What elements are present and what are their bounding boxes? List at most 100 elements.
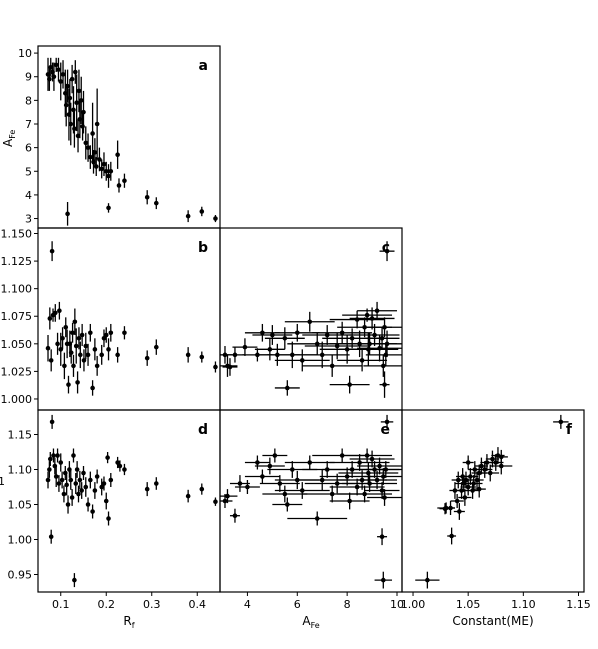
marker (99, 352, 104, 358)
data-point (115, 347, 120, 363)
marker (63, 470, 68, 476)
marker (213, 364, 218, 370)
marker (364, 453, 370, 458)
marker (81, 358, 87, 363)
data-point (144, 482, 150, 497)
data-point (63, 466, 68, 480)
data-point (99, 478, 104, 496)
data-point (49, 241, 55, 262)
data-point (81, 90, 86, 134)
marker (79, 488, 84, 493)
marker (364, 312, 370, 318)
marker (374, 477, 380, 483)
marker (232, 352, 238, 358)
x-tick-label: 0.2 (98, 598, 116, 611)
marker (225, 493, 230, 499)
data-point (274, 482, 330, 499)
panel-c: c (219, 227, 403, 411)
data-point (75, 119, 81, 153)
data-point (47, 452, 53, 466)
marker (383, 467, 389, 472)
data-point (90, 102, 95, 165)
data-point (349, 450, 395, 468)
marker (57, 308, 62, 314)
data-point (64, 474, 69, 496)
left-ylabel-fragment: 1 (0, 475, 5, 488)
panel-e: 4 6 8 10 e AFe (219, 409, 404, 630)
y-tick-label: 1.025 (1, 365, 33, 378)
marker (377, 345, 382, 351)
data-point (103, 161, 109, 181)
marker (347, 498, 352, 504)
x-tick-label: 0.4 (189, 598, 207, 611)
data-point (90, 504, 95, 519)
data-point (254, 338, 285, 361)
marker (314, 341, 320, 347)
marker (90, 131, 95, 136)
marker (307, 460, 313, 465)
data-point (229, 508, 240, 523)
data-point (83, 477, 89, 497)
marker (56, 481, 62, 486)
data-point (92, 482, 98, 499)
data-point (76, 327, 82, 350)
marker (154, 481, 159, 486)
marker (49, 248, 55, 254)
marker (476, 486, 482, 492)
marker (267, 463, 273, 469)
data-point (71, 448, 76, 463)
data-point (88, 145, 93, 169)
data-point (470, 471, 484, 489)
data-point (264, 327, 305, 350)
data-point (75, 371, 80, 394)
data-point (154, 197, 159, 210)
data-point (101, 476, 107, 491)
marker (329, 491, 335, 497)
marker (299, 488, 305, 493)
marker (213, 216, 218, 221)
marker (69, 495, 75, 500)
marker (47, 467, 52, 472)
marker (48, 534, 54, 539)
marker (122, 467, 127, 472)
marker (484, 460, 490, 465)
y-tick-label: 1.150 (1, 228, 33, 241)
marker (58, 460, 64, 465)
marker (490, 456, 495, 462)
data-point (94, 469, 100, 484)
data-point (76, 485, 81, 503)
marker (372, 332, 377, 338)
marker (379, 488, 385, 493)
marker (93, 164, 99, 169)
data-point (357, 334, 402, 362)
data-point (329, 454, 390, 471)
data-point (274, 380, 300, 396)
data-point (122, 326, 127, 340)
data-point (262, 485, 308, 503)
marker (185, 493, 191, 499)
marker (299, 358, 305, 363)
marker (122, 330, 127, 336)
marker (106, 347, 111, 352)
y-tick-label: 5 (25, 165, 32, 178)
x-axis-label: Rf (123, 614, 134, 630)
marker (260, 330, 265, 336)
data-point (144, 190, 150, 205)
marker (384, 419, 390, 425)
panel-letter: a (199, 58, 208, 74)
data-point (56, 57, 61, 82)
data-point (67, 461, 72, 478)
marker (99, 484, 104, 490)
data-point (55, 448, 60, 463)
data-point (68, 102, 74, 146)
data-point (106, 511, 111, 526)
data-point (68, 470, 74, 490)
data-point (72, 308, 78, 335)
data-point (94, 355, 100, 376)
data-point (108, 473, 114, 487)
data-point (367, 317, 402, 338)
data-point (79, 323, 85, 347)
data-point (252, 325, 293, 345)
data-point (462, 468, 479, 485)
data-point (106, 164, 111, 188)
